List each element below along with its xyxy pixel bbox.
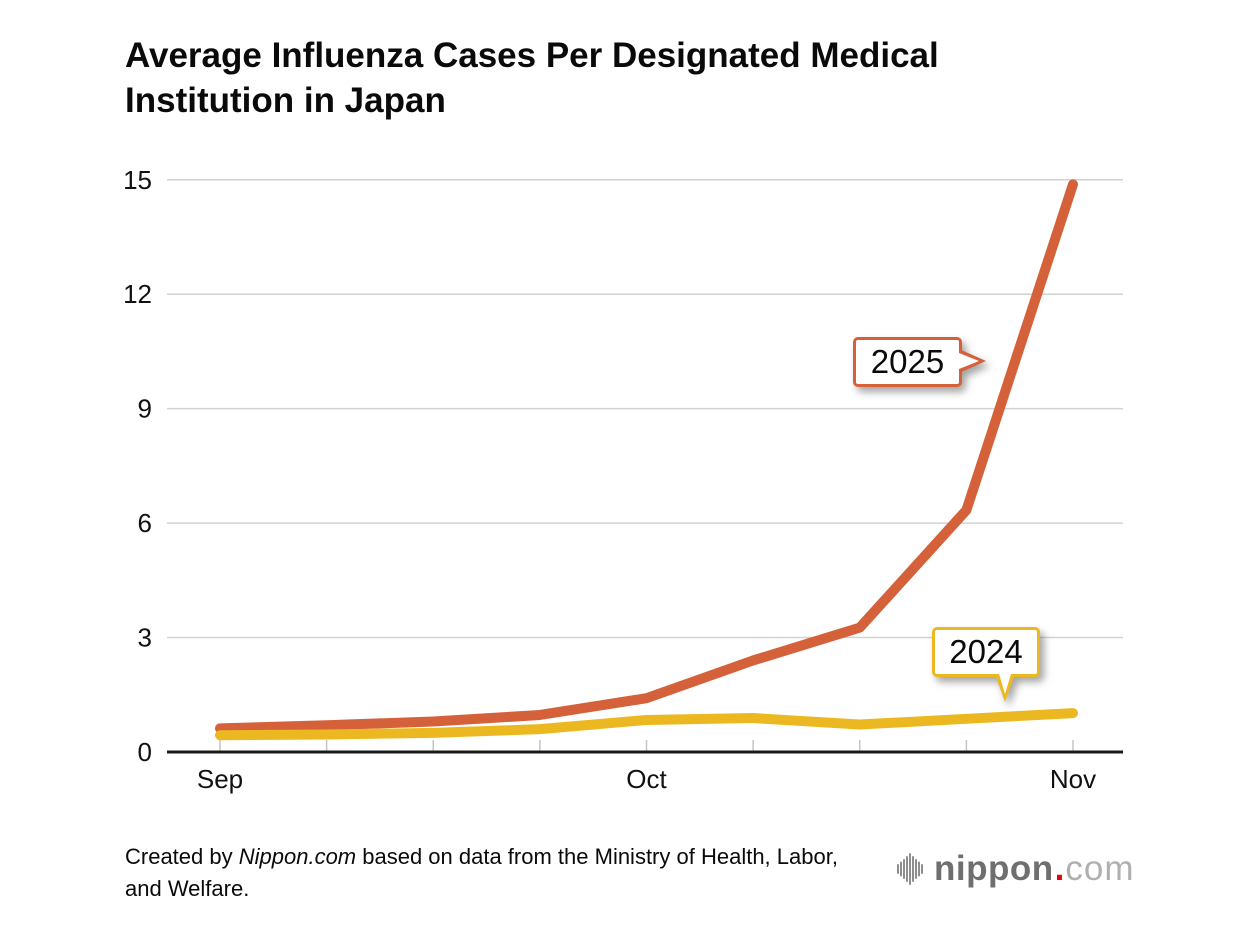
logo-wordmark-com: com <box>1065 849 1135 888</box>
x-axis-label: Oct <box>626 764 667 794</box>
series-callout-2025: 2025 <box>853 337 986 387</box>
page-title: Average Influenza Cases Per Designated M… <box>125 33 939 123</box>
attribution-suffix: based on data from the Ministry of Healt… <box>125 844 838 901</box>
y-axis-label: 6 <box>138 508 152 538</box>
y-axis-label: 3 <box>138 623 152 653</box>
page-title-line2: Institution in Japan <box>125 81 446 120</box>
series-callout-2024-label: 2024 <box>949 633 1023 670</box>
x-axis-label: Nov <box>1050 764 1096 794</box>
series-line-2024 <box>215 708 1078 741</box>
series-callout-2025-label: 2025 <box>870 343 945 380</box>
page-title-line1: Average Influenza Cases Per Designated M… <box>125 36 939 75</box>
y-axis-label: 15 <box>123 165 152 195</box>
soundwave-icon <box>897 853 923 885</box>
attribution-text: Created by Nippon.com based on data from… <box>125 841 870 905</box>
callout-tail-down-fill <box>999 674 1011 694</box>
series-callout-2024: 2024 <box>932 627 1040 702</box>
callout-tail-right-fill <box>959 353 979 369</box>
attribution-prefix: Created by <box>125 844 239 869</box>
x-axis-label: Sep <box>197 764 243 794</box>
logo-red-dot: . <box>1054 849 1065 888</box>
y-axis-label: 12 <box>123 279 152 309</box>
attribution-source: Nippon.com <box>238 844 357 869</box>
y-axis-label: 9 <box>138 394 152 424</box>
logo-wordmark-nippon: nippon <box>934 849 1054 888</box>
nippon-logo: nippon . com <box>897 849 1134 889</box>
y-axis-label: 0 <box>138 737 152 767</box>
series-line-2025 <box>215 179 1078 734</box>
